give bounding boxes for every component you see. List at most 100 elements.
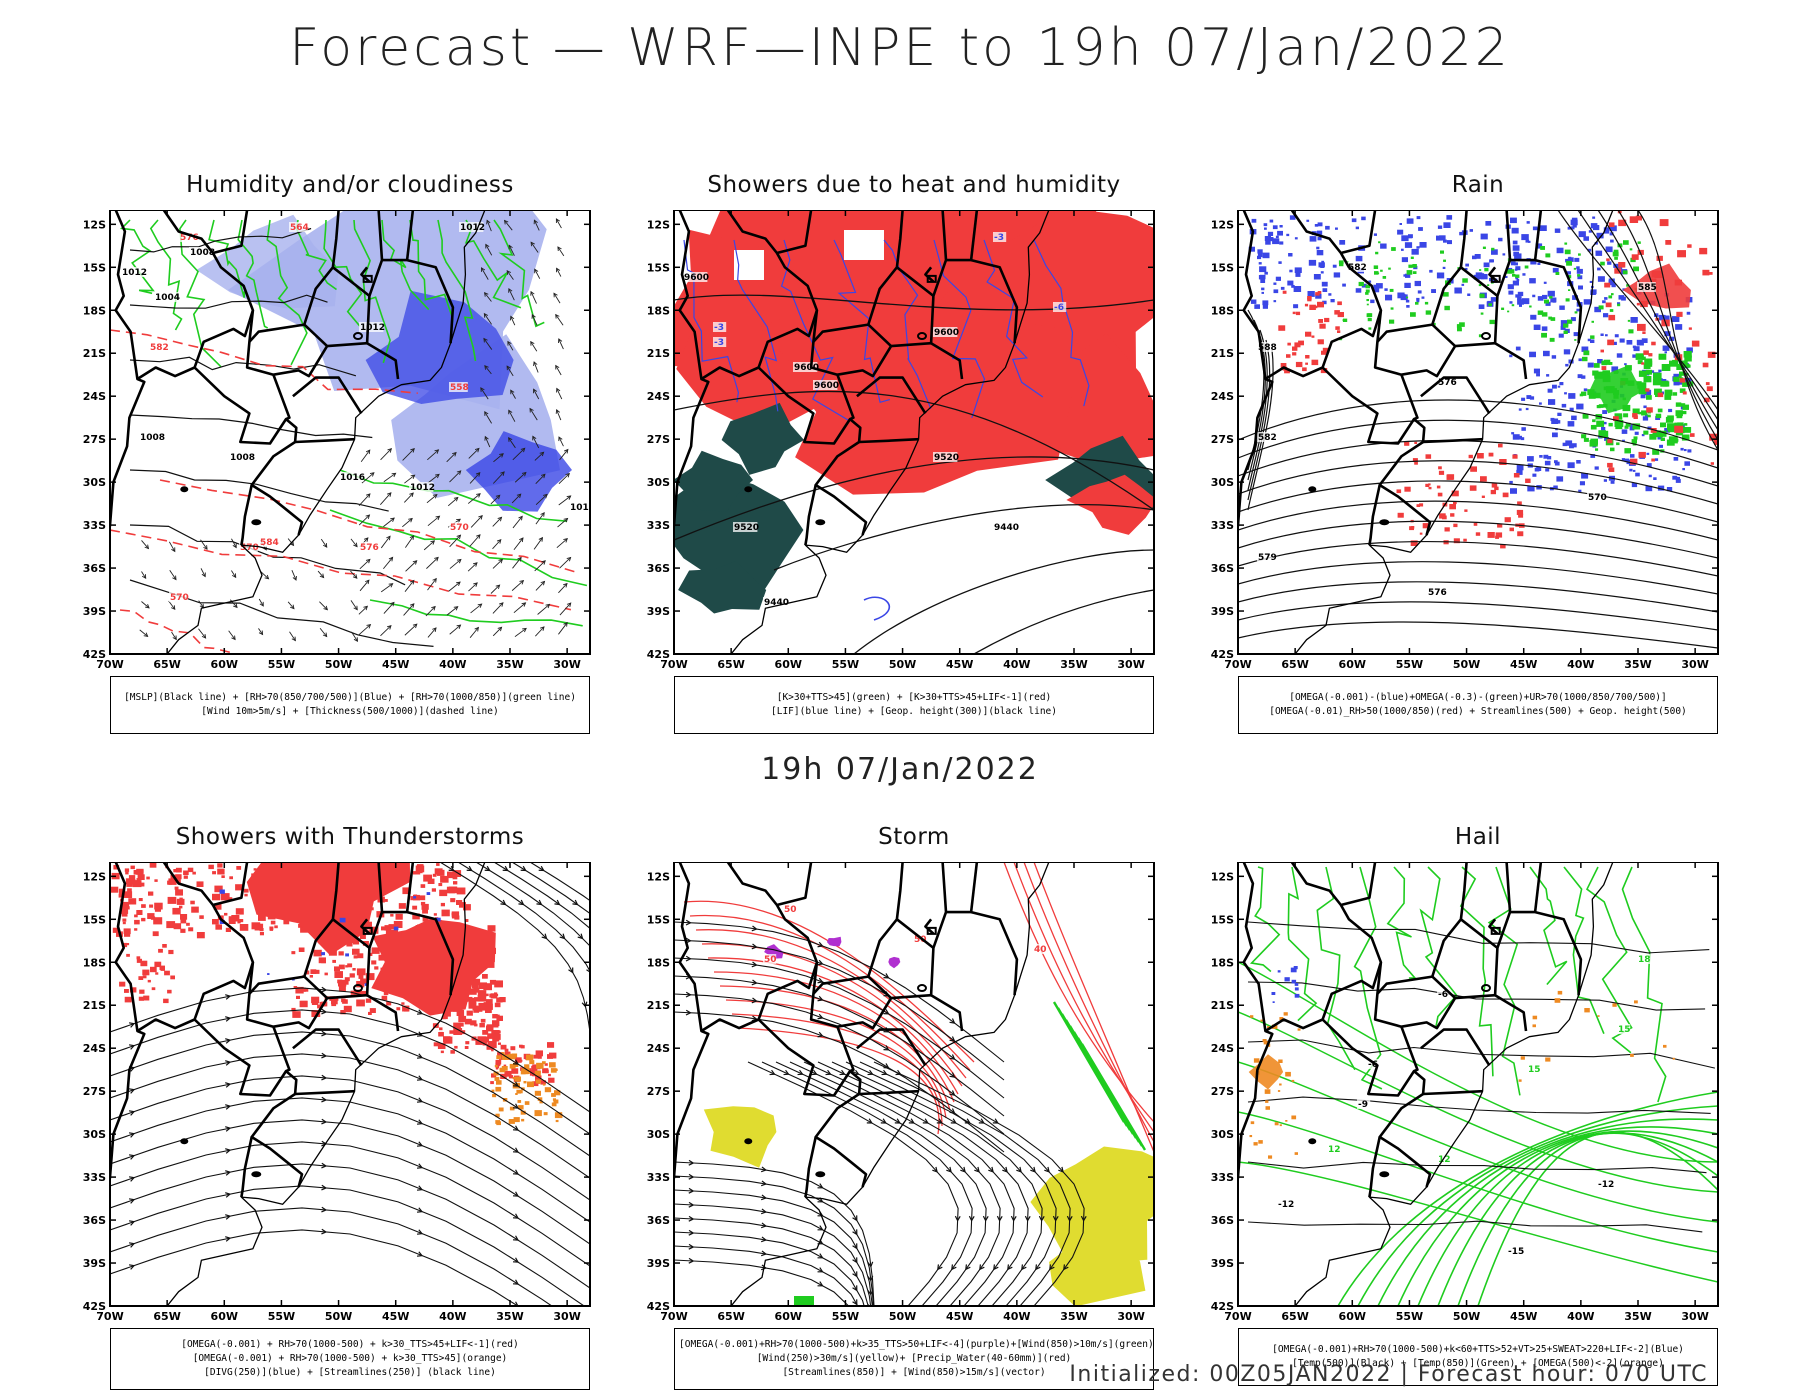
lon-tick-label: 70W: [660, 1310, 687, 1323]
lon-tick-label: 50W: [325, 658, 352, 671]
lon-tick-label: 60W: [211, 1310, 238, 1323]
lon-tick-label: 40W: [1567, 658, 1594, 671]
contour-label: 9440: [764, 598, 789, 608]
map-frame: [673, 862, 1155, 1307]
lat-tick-label: 15S: [647, 913, 670, 926]
map-borders: [110, 210, 486, 654]
lat-tick-label: 24S: [1211, 1042, 1234, 1055]
lon-tick-label: 70W: [1224, 1310, 1251, 1323]
legend-line: [Temp(500)](Black) + [Temp(850)](Green) …: [1292, 1358, 1664, 1369]
lon-tick-label: 60W: [775, 1310, 802, 1323]
contour-label: 582: [1348, 263, 1367, 273]
contour-label: 12: [1328, 1145, 1341, 1155]
lat-tick-label: 27S: [83, 433, 106, 446]
lat-tick-label: 12S: [83, 218, 106, 231]
map-borders: [110, 862, 486, 1306]
lon-tick-label: 35W: [1060, 658, 1087, 671]
legend-line: [K>30+TTS>45](green) + [K>30+TTS>45+LIF<…: [776, 692, 1052, 703]
lat-tick-label: 21S: [647, 347, 670, 360]
lat-tick-label: 36S: [83, 562, 106, 575]
lon-tick-label: 55W: [832, 1310, 859, 1323]
map-frame: [1237, 210, 1719, 655]
lat-tick-label: 12S: [1211, 870, 1234, 883]
lat-tick-label: 30S: [647, 476, 670, 489]
lon-tick-label: 65W: [153, 1310, 180, 1323]
lat-tick-label: 27S: [83, 1085, 106, 1098]
lat-tick-label: 27S: [647, 1085, 670, 1098]
lat-tick-label: 21S: [647, 999, 670, 1012]
map-panel-storm: 50 50 50 40 12S 15S 18S 21S 24S 27S 30S 33S 36S 39S 42…: [634, 862, 1164, 1330]
lat-tick-label: 27S: [1211, 433, 1234, 446]
lat-tick-label: 21S: [1211, 999, 1234, 1012]
lat-tick-label: 30S: [1211, 1128, 1234, 1141]
lat-tick-label: 15S: [1211, 913, 1234, 926]
lat-tick-label: 24S: [647, 390, 670, 403]
lon-tick-label: 60W: [1339, 658, 1366, 671]
lon-tick-label: 45W: [1510, 1310, 1537, 1323]
contour-label: 1008: [230, 453, 255, 463]
lon-tick-label: 30W: [1117, 1310, 1144, 1323]
lon-tick-label: 35W: [1624, 1310, 1651, 1323]
contour-label: 564: [290, 223, 309, 233]
contour-label: 1008: [190, 248, 215, 258]
contour-label: 1012: [570, 503, 595, 513]
contour-label: 9440: [994, 523, 1019, 533]
lat-tick-label: 15S: [83, 913, 106, 926]
lon-tick-label: 60W: [211, 658, 238, 671]
map-frame: [109, 210, 591, 655]
contour-label: 570: [240, 543, 259, 553]
map-borders: [674, 210, 1050, 654]
contour-label: 584: [260, 538, 279, 548]
lon-tick-label: 55W: [832, 658, 859, 671]
panel-title-rain: Rain: [1451, 172, 1505, 198]
map-field-rain: 582 585 588 582 576 570 579 576: [1238, 210, 1718, 649]
lat-tick-label: 33S: [647, 1171, 670, 1184]
panel-title-storm: Storm: [878, 824, 950, 850]
lat-tick-label: 33S: [1211, 519, 1234, 532]
map-field-showers-heat: 9600 9600 9600 9600 9520 9520 9440 9440 -3 -3 -3 -6: [674, 210, 1154, 654]
lon-tick-label: 55W: [1396, 658, 1423, 671]
legend-hail: [OMEGA(-0.001)+RH>70(1000-500)+k<60+TTS>…: [1238, 1328, 1718, 1386]
lon-tick-label: 70W: [96, 658, 123, 671]
lat-tick-label: 42S: [1211, 1300, 1234, 1313]
panel-title-hail: Hail: [1454, 824, 1502, 850]
contour-label: -3: [714, 323, 724, 333]
lat-tick-label: 42S: [1211, 648, 1234, 661]
legend-line: [OMEGA(-0.001)+RH>70(1000-500)+k>35_TTS>…: [679, 1339, 1154, 1350]
lat-tick-label: 42S: [83, 1300, 106, 1313]
lat-tick-label: 18S: [647, 304, 670, 317]
contour-label: 570: [450, 523, 469, 533]
lat-tick-label: 21S: [83, 999, 106, 1012]
lon-tick-label: 35W: [1060, 1310, 1087, 1323]
contour-label: -12: [1278, 1200, 1294, 1210]
contour-label: 50: [784, 905, 797, 915]
lon-tick-label: 65W: [717, 1310, 744, 1323]
contour-label: 585: [1638, 283, 1657, 293]
legend-line: [MSLP](Black line) + [RH>70(850/700/500)…: [124, 692, 576, 703]
lat-tick-label: 24S: [1211, 390, 1234, 403]
legend-line: [Streamlines(850)] + [Wind(850)>15m/s](v…: [782, 1367, 1046, 1378]
map-field-thunderstorms: [110, 862, 590, 1306]
lat-tick-label: 36S: [1211, 562, 1234, 575]
lat-tick-label: 24S: [647, 1042, 670, 1055]
map-borders: [1238, 862, 1614, 1306]
lon-tick-label: 30W: [1681, 658, 1708, 671]
contour-label: 9600: [814, 381, 839, 391]
contour-label: 12: [1438, 1155, 1451, 1165]
lat-tick-label: 18S: [647, 956, 670, 969]
lat-tick-label: 18S: [1211, 304, 1234, 317]
contour-label: 582: [150, 343, 169, 353]
contour-label: 576: [180, 233, 199, 243]
contour-label: -6: [1054, 303, 1064, 313]
map-panel-showers-heat: 9600 9600 9600 9600 9520 9520 9440 9440 -3 -3 -3 -6…: [634, 210, 1164, 678]
lon-tick-label: 50W: [889, 658, 916, 671]
initialization-footer: Initialized: 00Z05JAN2022 | Forecast hou…: [1069, 1362, 1708, 1387]
map-panel-thunderstorms: 12S 15S 18S 21S 24S 27S 30S 33S 36S 39S 42S 70W 65W 6…: [70, 862, 600, 1330]
contour-label: 50: [914, 935, 927, 945]
lon-tick-label: 40W: [439, 1310, 466, 1323]
lon-tick-label: 55W: [268, 658, 295, 671]
map-field-storm: 50 50 50 40: [674, 862, 1154, 1306]
main-title: Forecast — WRF—INPE to 19h 07/Jan/2022: [289, 18, 1511, 78]
